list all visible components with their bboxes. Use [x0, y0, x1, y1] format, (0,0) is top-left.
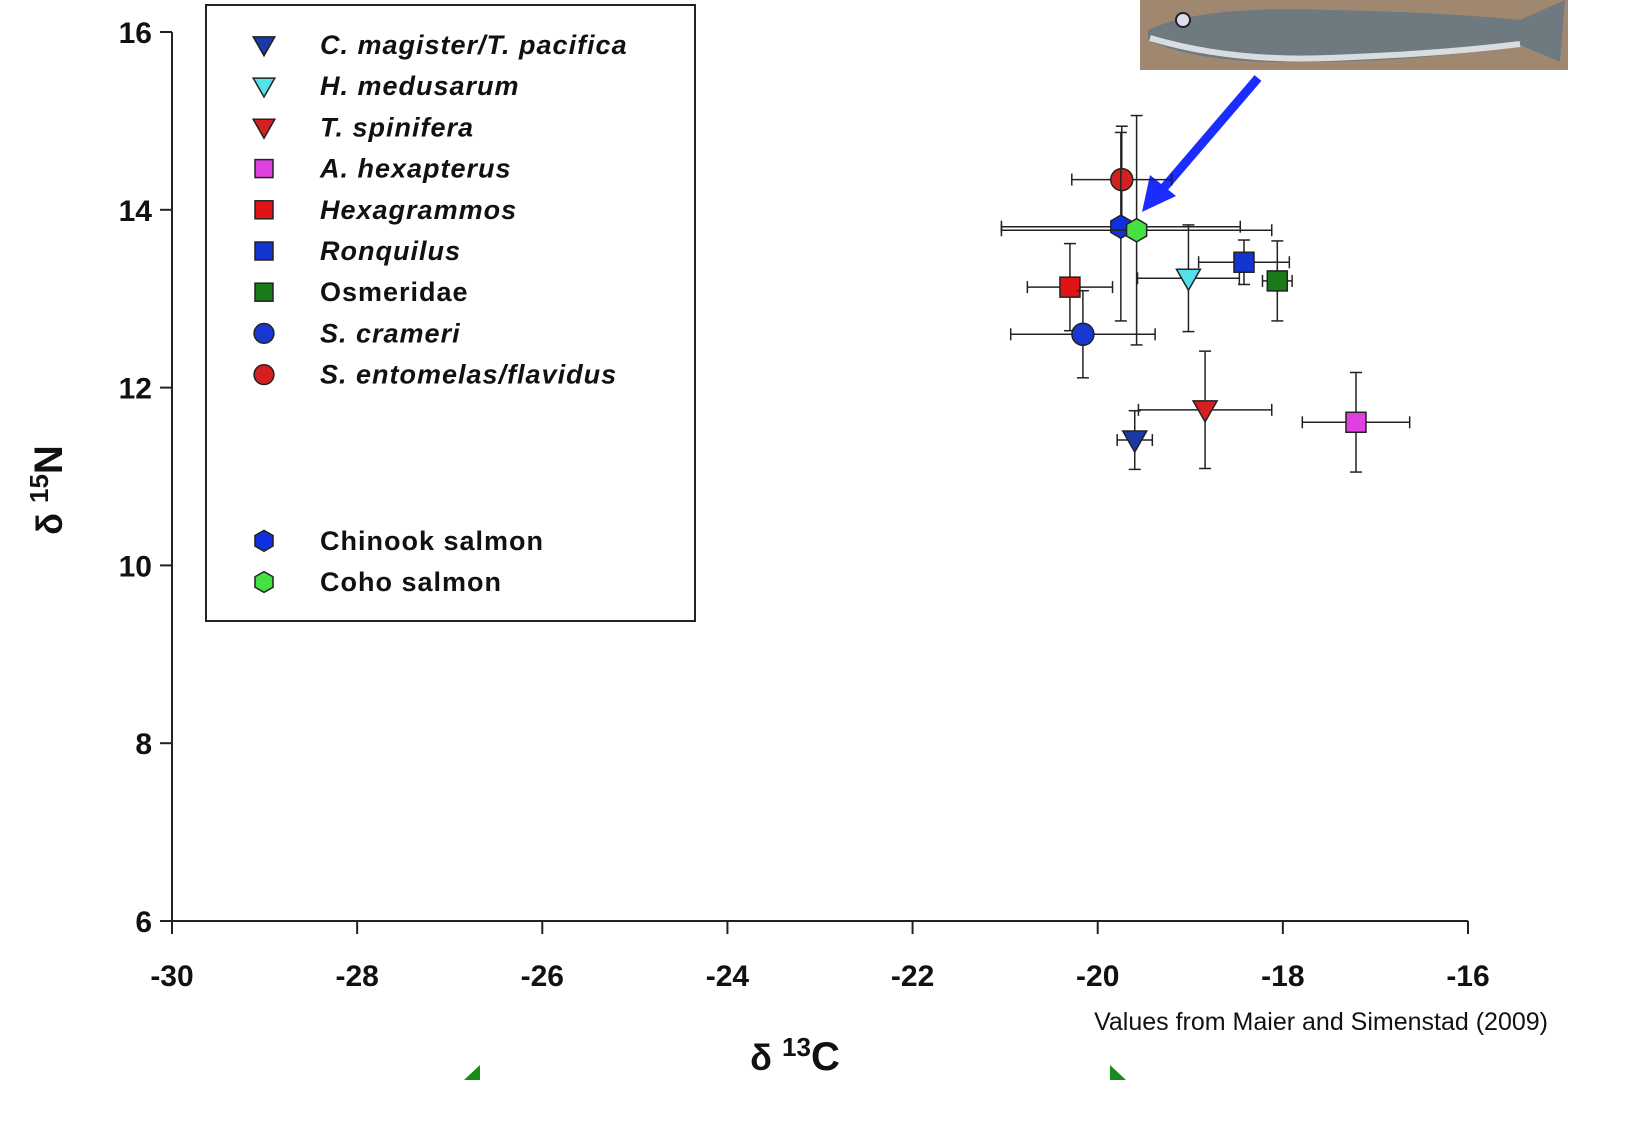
series — [1138, 351, 1271, 468]
legend-label: Osmeridae — [320, 277, 469, 307]
series — [1262, 241, 1292, 321]
legend-label: S. crameri — [320, 318, 461, 348]
fish-photo — [1140, 0, 1568, 70]
legend-marker — [255, 283, 273, 301]
legend-marker — [255, 530, 273, 551]
series — [1001, 132, 1240, 320]
x-label-symbol: δ — [750, 1037, 772, 1078]
point — [1072, 323, 1094, 345]
legend-label: A. hexapterus — [319, 154, 512, 184]
x-label-sup: 13 — [782, 1032, 811, 1062]
x-tick-label: -30 — [150, 960, 193, 993]
y-tick-label: 12 — [119, 373, 152, 406]
x-tick-label: -24 — [706, 960, 750, 993]
legend-label: T. spinifera — [320, 112, 474, 142]
y-label-symbol: δ — [29, 513, 70, 535]
y-axis-label: δ 15N — [24, 445, 71, 535]
point — [1234, 252, 1254, 272]
series — [1027, 244, 1112, 331]
series — [1138, 225, 1240, 332]
x-tick-label: -20 — [1076, 960, 1119, 993]
point — [1346, 412, 1366, 432]
legend-marker — [254, 324, 274, 344]
legend-marker — [255, 242, 273, 260]
series — [1117, 411, 1152, 470]
y-tick-label: 14 — [119, 195, 153, 228]
y-tick-label: 10 — [119, 550, 152, 583]
y-tick-label: 6 — [135, 906, 152, 939]
point — [1060, 277, 1080, 297]
legend-label: Hexagrammos — [320, 195, 517, 225]
legend-label: Coho salmon — [320, 567, 502, 597]
point — [1123, 431, 1147, 452]
legend-marker — [255, 160, 273, 178]
point — [1127, 219, 1147, 242]
point — [1111, 169, 1133, 191]
annotation: Values from Maier and Simenstad (2009) — [1094, 1008, 1548, 1036]
x-tick-label: -28 — [335, 960, 378, 993]
green-arrow — [464, 1065, 480, 1080]
legend-label: Chinook salmon — [320, 526, 544, 556]
x-axis-label: δ 13C — [750, 1032, 840, 1079]
legend-marker — [254, 365, 274, 385]
pointer-arrow — [1142, 78, 1258, 212]
series — [1001, 116, 1271, 345]
legend-marker — [255, 572, 273, 593]
point — [1193, 401, 1217, 422]
x-tick-label: -16 — [1446, 960, 1489, 993]
point — [1176, 269, 1200, 290]
legend-label: C. magister/T. pacifica — [320, 30, 628, 60]
legend-label: S. entomelas/flavidus — [320, 360, 617, 390]
green-arrow — [1110, 1065, 1126, 1080]
y-label-sup: 15 — [24, 474, 54, 503]
legend-marker — [255, 201, 273, 219]
x-label-text: C — [811, 1035, 840, 1079]
y-label-text: N — [27, 445, 71, 474]
legend-label: H. medusarum — [320, 71, 520, 101]
x-tick-label: -18 — [1261, 960, 1304, 993]
x-tick-label: -22 — [891, 960, 934, 993]
chart: δ 13C δ 15N Values from Maier and Simens… — [0, 0, 1652, 1139]
series — [1011, 291, 1155, 378]
point — [1267, 271, 1287, 291]
y-tick-label: 16 — [119, 17, 152, 50]
y-tick-label: 8 — [135, 728, 152, 761]
series — [1302, 372, 1409, 472]
x-tick-label: -26 — [521, 960, 564, 993]
legend-label: Ronquilus — [320, 236, 461, 266]
